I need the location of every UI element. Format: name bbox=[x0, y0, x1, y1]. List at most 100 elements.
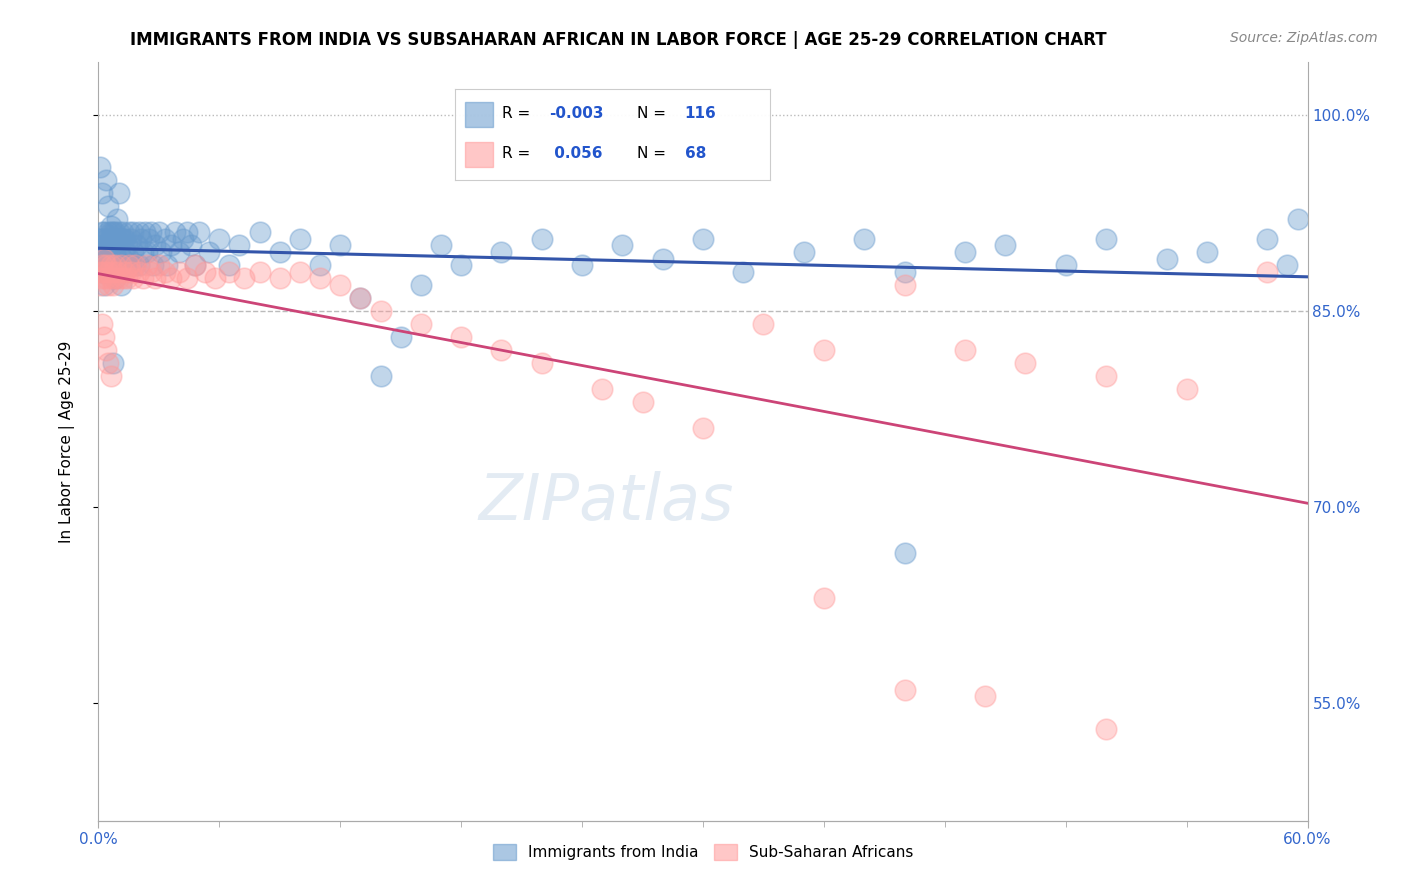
Point bbox=[110, 277, 132, 292]
Point bbox=[96, 343, 118, 357]
Point bbox=[101, 277, 124, 292]
Point bbox=[953, 244, 976, 259]
Point bbox=[430, 238, 453, 252]
Point bbox=[450, 330, 472, 344]
Point bbox=[269, 244, 291, 259]
Point bbox=[115, 258, 138, 272]
Point bbox=[96, 271, 118, 285]
Point bbox=[184, 258, 207, 272]
Point bbox=[89, 264, 111, 278]
Point bbox=[103, 244, 125, 259]
Point bbox=[89, 232, 111, 246]
Point bbox=[97, 199, 120, 213]
Point bbox=[591, 382, 613, 396]
Point bbox=[143, 238, 166, 252]
Point bbox=[111, 271, 134, 285]
Point bbox=[148, 226, 170, 240]
Point bbox=[349, 291, 371, 305]
Point bbox=[97, 252, 120, 266]
Point bbox=[103, 264, 125, 278]
Point bbox=[105, 252, 128, 266]
Point bbox=[103, 258, 125, 272]
Point bbox=[128, 258, 150, 272]
Point bbox=[491, 343, 513, 357]
Point bbox=[114, 244, 136, 259]
Point bbox=[101, 264, 124, 278]
Point bbox=[269, 271, 291, 285]
Point bbox=[115, 238, 138, 252]
Point bbox=[370, 369, 392, 384]
Point bbox=[100, 232, 122, 246]
Point bbox=[107, 226, 129, 240]
Point bbox=[97, 356, 120, 370]
Point bbox=[288, 264, 311, 278]
Point bbox=[160, 271, 183, 285]
Text: IMMIGRANTS FROM INDIA VS SUBSAHARAN AFRICAN IN LABOR FORCE | AGE 25-29 CORRELATI: IMMIGRANTS FROM INDIA VS SUBSAHARAN AFRI… bbox=[131, 31, 1107, 49]
Point bbox=[100, 258, 122, 272]
Point bbox=[163, 226, 186, 240]
Point bbox=[692, 421, 714, 435]
Point bbox=[93, 244, 115, 259]
Point bbox=[124, 258, 146, 272]
Point bbox=[100, 271, 122, 285]
Text: Source: ZipAtlas.com: Source: ZipAtlas.com bbox=[1230, 31, 1378, 45]
Point bbox=[125, 238, 148, 252]
Point bbox=[491, 244, 513, 259]
Point bbox=[107, 186, 129, 201]
Point bbox=[167, 244, 190, 259]
Point bbox=[89, 258, 111, 272]
Point bbox=[96, 244, 118, 259]
Point bbox=[91, 238, 114, 252]
Point bbox=[101, 356, 124, 370]
Point bbox=[129, 232, 152, 246]
Point bbox=[349, 291, 371, 305]
Point bbox=[111, 226, 134, 240]
Point bbox=[120, 258, 142, 272]
Point bbox=[114, 258, 136, 272]
Point bbox=[134, 226, 156, 240]
Point bbox=[118, 258, 141, 272]
Point bbox=[153, 264, 176, 278]
Point bbox=[91, 317, 114, 331]
Point bbox=[121, 271, 143, 285]
Point bbox=[135, 244, 157, 259]
Point bbox=[132, 244, 155, 259]
Text: ZIPatlas: ZIPatlas bbox=[478, 471, 734, 533]
Point bbox=[121, 226, 143, 240]
Point bbox=[692, 232, 714, 246]
Point bbox=[198, 244, 221, 259]
Point bbox=[120, 264, 142, 278]
Point bbox=[631, 395, 654, 409]
Point bbox=[953, 343, 976, 357]
Point bbox=[853, 232, 876, 246]
Point bbox=[249, 226, 271, 240]
Point bbox=[111, 252, 134, 266]
Point bbox=[288, 232, 311, 246]
Point bbox=[121, 244, 143, 259]
Point bbox=[115, 271, 138, 285]
Point bbox=[107, 271, 129, 285]
Point bbox=[218, 258, 240, 272]
Point bbox=[180, 238, 202, 252]
Point bbox=[409, 277, 432, 292]
Point bbox=[167, 264, 190, 278]
Point bbox=[100, 369, 122, 384]
Point bbox=[128, 264, 150, 278]
Point bbox=[409, 317, 432, 331]
Point bbox=[389, 330, 412, 344]
Point bbox=[793, 244, 815, 259]
Point bbox=[974, 690, 997, 704]
Point bbox=[612, 238, 634, 252]
Point bbox=[114, 232, 136, 246]
Point bbox=[97, 277, 120, 292]
Point bbox=[97, 238, 120, 252]
Point bbox=[89, 232, 111, 246]
Point bbox=[1277, 258, 1299, 272]
Point bbox=[184, 258, 207, 272]
Point bbox=[1175, 382, 1198, 396]
Point bbox=[1286, 212, 1309, 227]
Point bbox=[91, 252, 114, 266]
Point bbox=[160, 238, 183, 252]
Point bbox=[89, 244, 111, 259]
Point bbox=[100, 252, 122, 266]
